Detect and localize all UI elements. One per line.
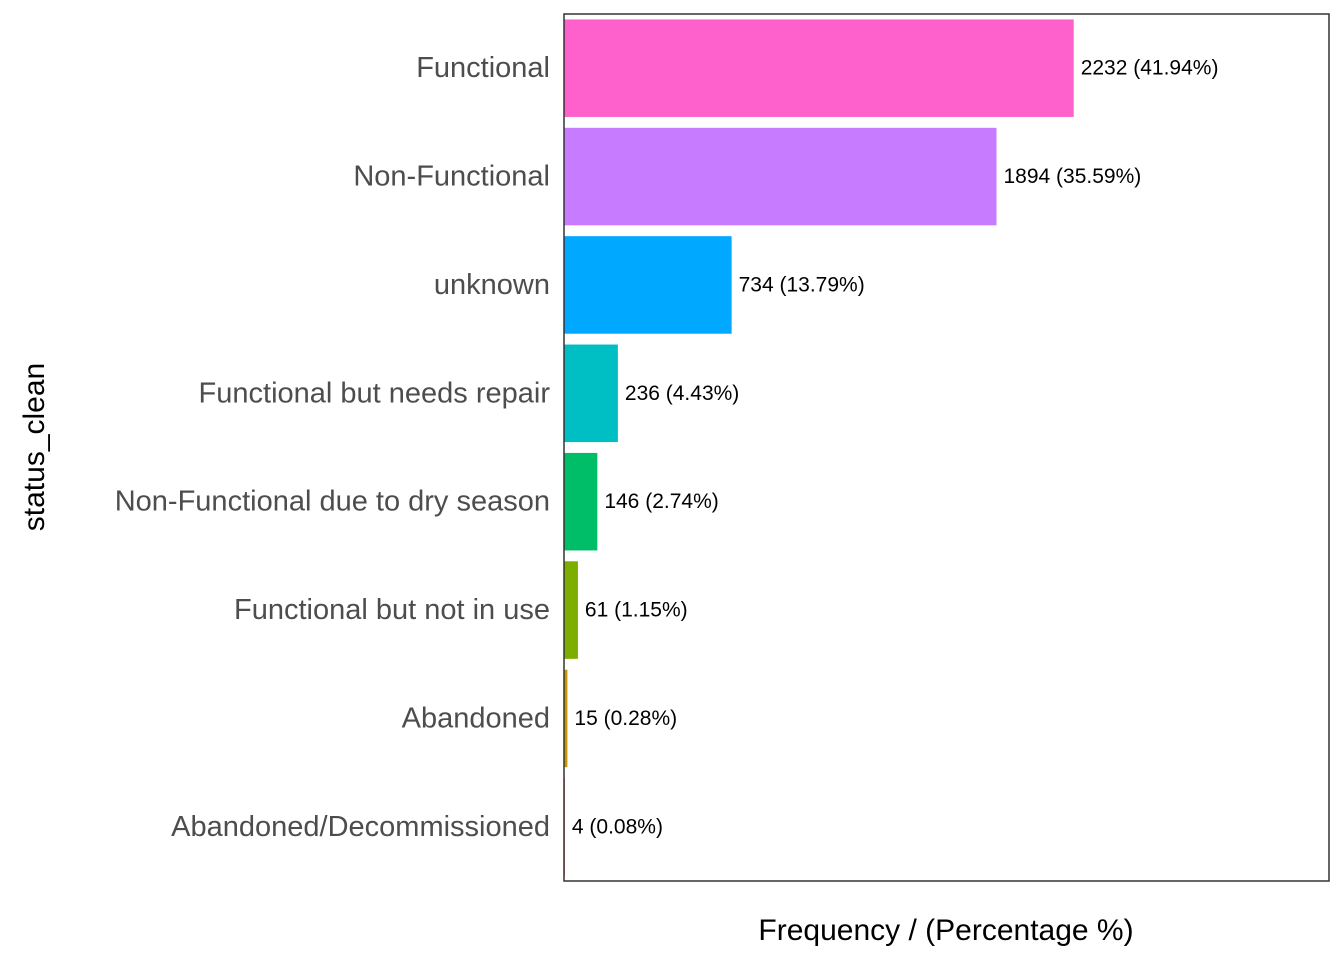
value-labels-group: 2232 (41.94%) 1894 (35.59%) 734 (13.79%) 23… [572,57,1219,839]
value-label: 61 (1.15%) [585,599,688,622]
bar [564,127,997,226]
plot-panel-border [563,13,1330,882]
category-label: Abandoned/Decommissioned [171,811,550,843]
value-label: 734 (13.79%) [739,273,865,296]
value-label: 2232 (41.94%) [1081,57,1219,80]
x-axis-title: Frequency / (Percentage %) [758,914,1133,947]
category-labels-group: Functional Non-Functional unknown Functiona… [115,52,551,843]
category-label: Non-Functional due to dry season [115,486,550,518]
bar [564,19,1074,117]
category-label: Non-Functional [353,161,550,193]
category-label: unknown [434,269,550,301]
category-label: Functional but not in use [234,594,550,626]
value-label: 1894 (35.59%) [1004,165,1142,188]
bar [564,669,568,768]
value-label: 15 (0.28%) [574,707,677,730]
bar [564,236,732,334]
bars-group [564,19,1074,876]
bar [564,344,618,443]
value-label: 236 (4.43%) [625,382,739,405]
value-label: 146 (2.74%) [604,490,718,513]
value-label: 4 (0.08%) [572,815,663,838]
bar [564,561,578,659]
category-label: Abandoned [402,702,550,734]
category-label: Functional [416,52,550,84]
category-label: Functional but needs repair [199,377,551,409]
y-axis-title: status_clean [18,363,51,531]
bar [564,452,598,551]
